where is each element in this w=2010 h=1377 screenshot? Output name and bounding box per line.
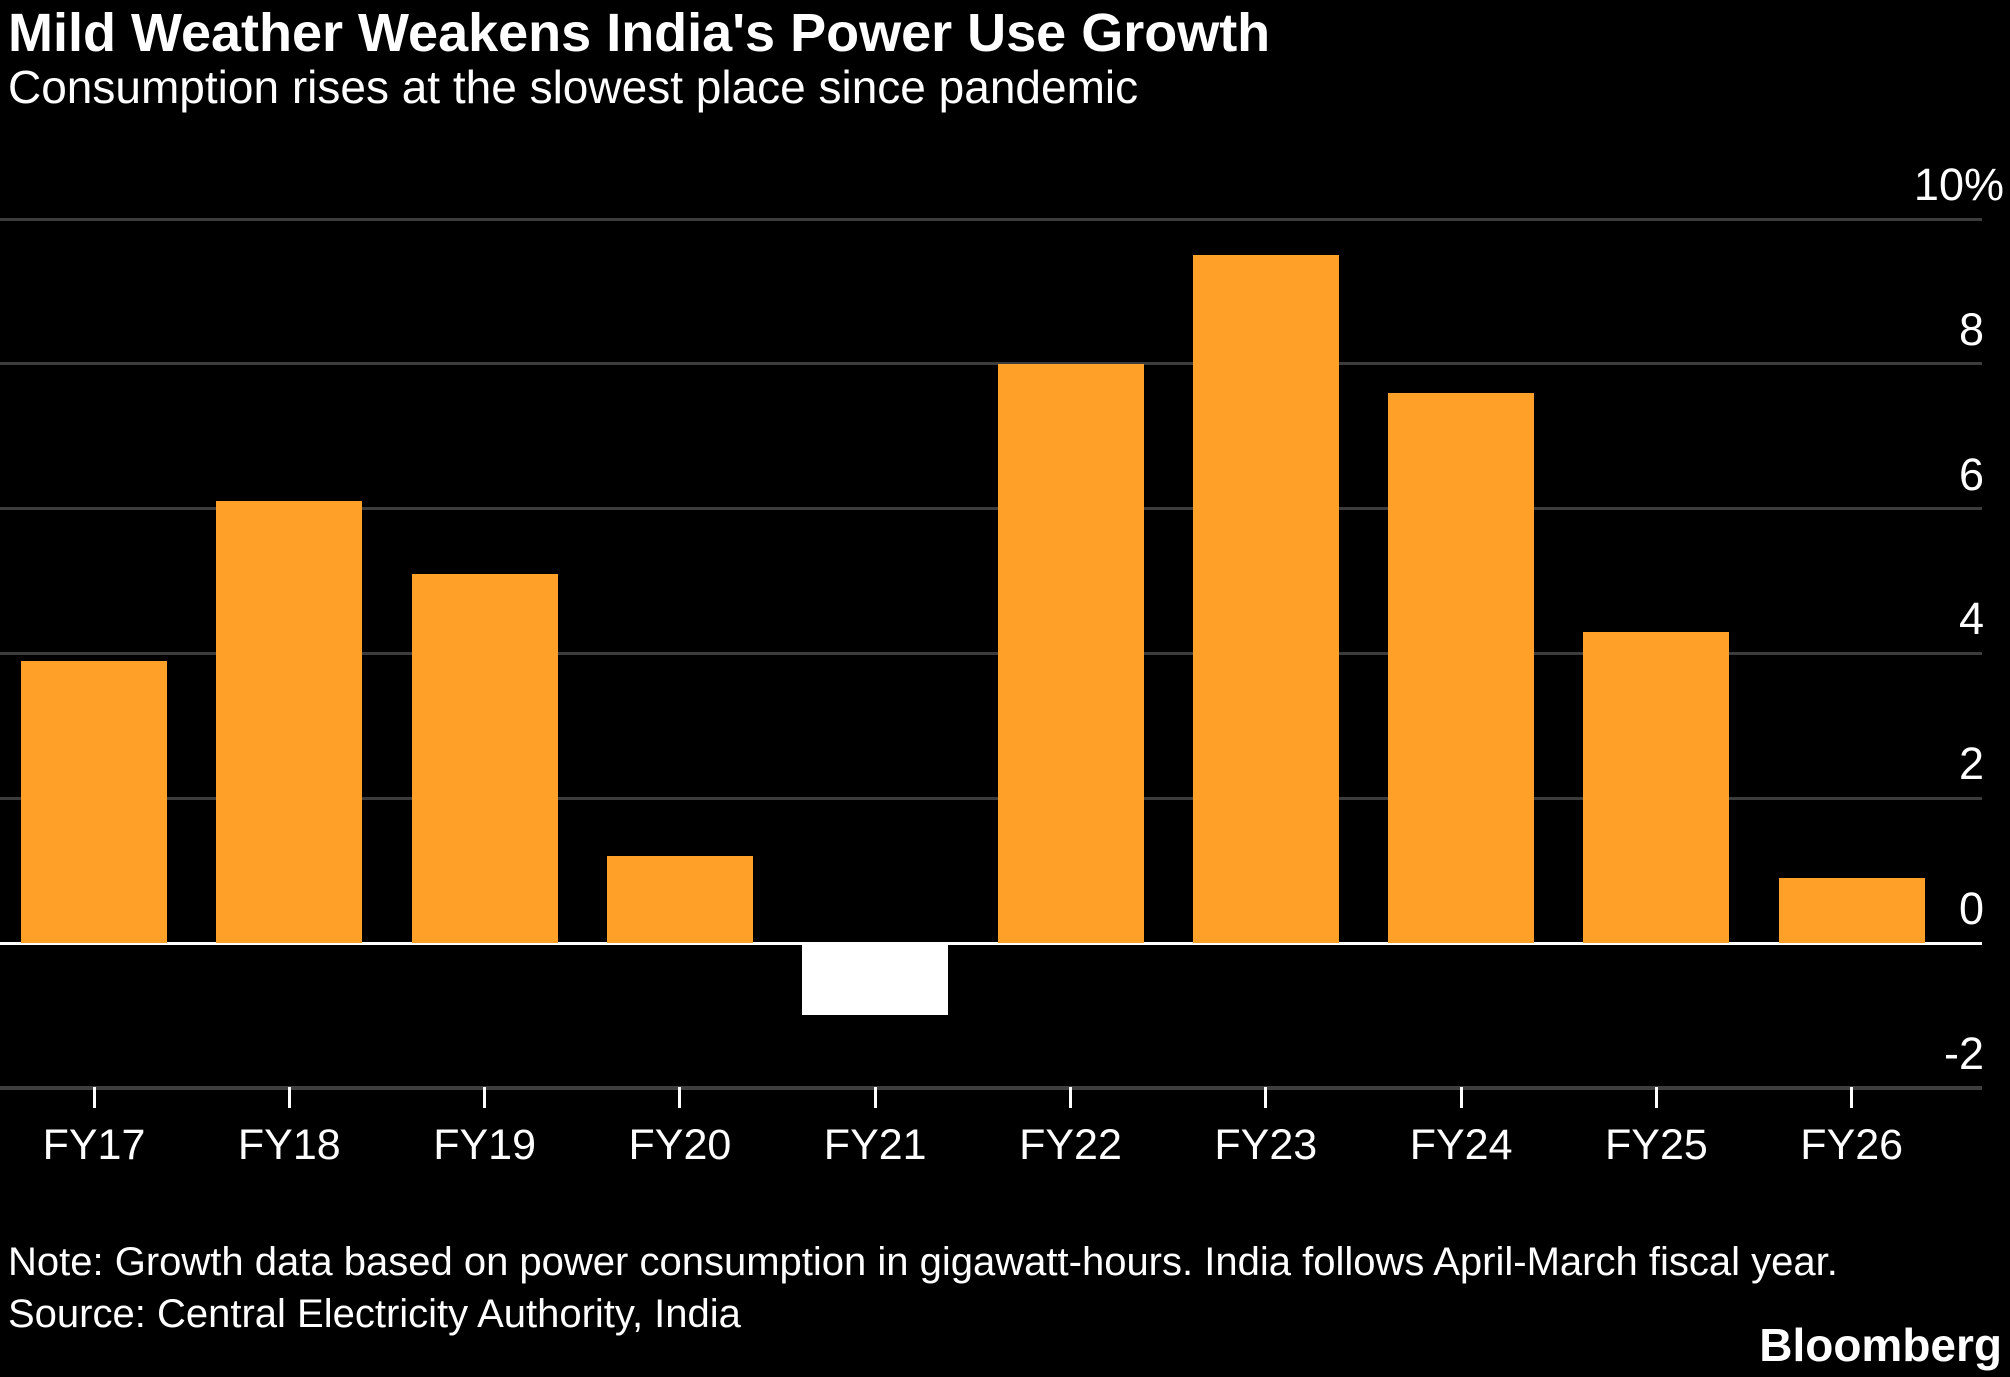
- gridline: [0, 507, 1982, 511]
- x-axis-label-fy20: FY20: [628, 1121, 732, 1169]
- chart-note: Note: Growth data based on power consump…: [8, 1240, 1838, 1284]
- y-axis-label: -2: [1943, 1027, 1984, 1079]
- bar-fy24: [1388, 392, 1535, 943]
- gridline: [0, 217, 1982, 221]
- x-axis-tick: [1459, 1087, 1463, 1108]
- x-axis-label-fy26: FY26: [1800, 1121, 1904, 1169]
- x-axis-label-fy25: FY25: [1605, 1121, 1708, 1169]
- bar-fy22: [997, 363, 1144, 943]
- chart-title: Mild Weather Weakens India's Power Use G…: [8, 3, 1271, 63]
- chart-source: Source: Central Electricity Authority, I…: [8, 1292, 741, 1336]
- x-axis-tick: [1654, 1087, 1658, 1108]
- y-axis-label: 6: [1958, 448, 1984, 500]
- gridline: [0, 796, 1982, 800]
- gridline: [0, 362, 1982, 366]
- chart-subtitle: Consumption rises at the slowest place s…: [8, 61, 1139, 113]
- bloomberg-logo: Bloomberg: [1759, 1319, 2002, 1372]
- y-axis-label: 8: [1958, 303, 1984, 355]
- x-axis-tick: [678, 1087, 682, 1108]
- x-axis-tick: [873, 1087, 877, 1108]
- x-axis-label-fy17: FY17: [42, 1121, 146, 1169]
- bar-fy20: [606, 856, 753, 943]
- y-axis-label: 10%: [1913, 159, 2004, 210]
- gridline: [0, 1086, 1982, 1091]
- x-axis-tick: [483, 1087, 487, 1108]
- bar-fy19: [411, 573, 558, 943]
- bar-fy18: [216, 501, 363, 943]
- x-axis-tick: [1264, 1087, 1268, 1108]
- bar-fy17: [21, 660, 167, 943]
- gridline: [0, 651, 1982, 655]
- x-axis-label-fy24: FY24: [1409, 1121, 1513, 1169]
- x-axis-tick: [287, 1087, 291, 1108]
- x-axis-label-fy23: FY23: [1214, 1121, 1318, 1169]
- x-axis-label-fy18: FY18: [237, 1121, 341, 1169]
- x-axis-label-fy21: FY21: [823, 1121, 927, 1169]
- x-axis-label-fy22: FY22: [1019, 1121, 1122, 1169]
- x-axis-label-fy19: FY19: [433, 1121, 536, 1169]
- bar-fy25: [1583, 631, 1730, 943]
- bar-fy23: [1192, 255, 1339, 943]
- y-axis-label: 4: [1958, 593, 1984, 645]
- x-axis-tick: [92, 1087, 96, 1108]
- y-axis-label: 0: [1958, 883, 1984, 934]
- x-axis-tick: [1850, 1087, 1854, 1108]
- y-axis-label: 2: [1958, 738, 1984, 790]
- bar-fy21: [802, 943, 949, 1016]
- bar-fy26: [1778, 877, 1925, 943]
- x-axis-tick: [1069, 1087, 1072, 1108]
- zero-gridline: [0, 941, 1982, 945]
